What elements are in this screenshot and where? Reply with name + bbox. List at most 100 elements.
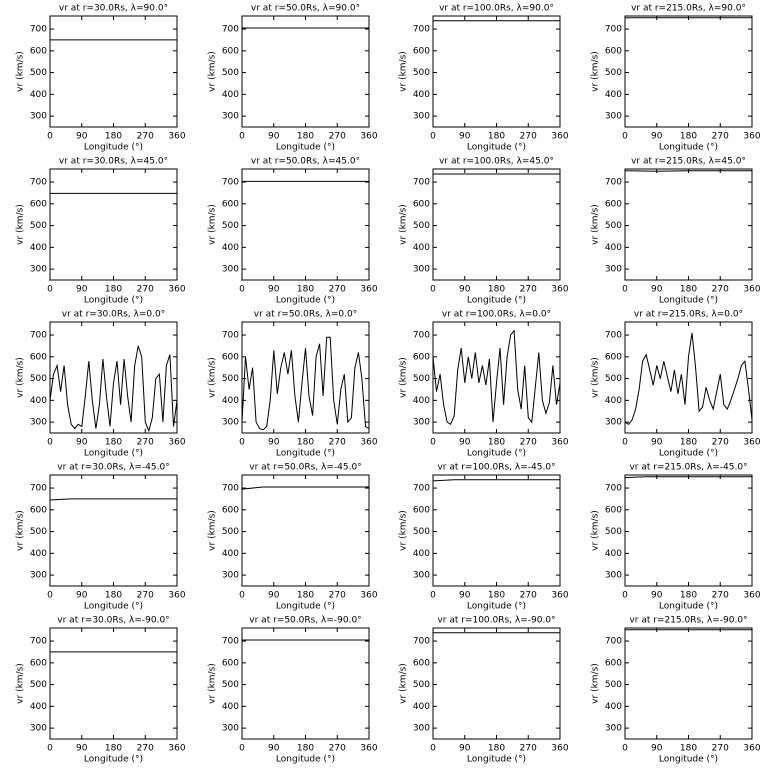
- y-tick-label: 600: [413, 505, 430, 515]
- x-tick-label: 90: [651, 132, 663, 142]
- y-axis-label: vr (km/s): [16, 357, 26, 398]
- x-tick-label: 0: [47, 744, 53, 754]
- x-tick-label: 0: [622, 285, 628, 295]
- x-tick-label: 180: [488, 132, 505, 142]
- y-tick-label: 500: [413, 527, 430, 537]
- x-axis-label: Longitude (°): [467, 296, 526, 306]
- panel: vr at r=50.0Rs, λ=-45.0° Longitude (°) vr …: [208, 463, 378, 612]
- x-tick-label: 360: [168, 132, 185, 142]
- y-tick-label: 600: [30, 199, 47, 209]
- x-tick-label: 270: [329, 285, 346, 295]
- x-tick-label: 360: [360, 132, 377, 142]
- data-line: [241, 486, 369, 490]
- y-axis-label: vr (km/s): [399, 663, 409, 704]
- x-axis-label: Longitude (°): [84, 296, 143, 306]
- y-tick-label: 700: [30, 178, 47, 188]
- x-tick-label: 360: [551, 591, 568, 601]
- panel-title: vr at r=215.0Rs, λ=0.0°: [634, 310, 743, 320]
- y-axis-label: vr (km/s): [208, 51, 218, 92]
- plot-frame: [624, 15, 753, 128]
- y-axis-label: vr (km/s): [16, 51, 26, 92]
- y-tick-label: 300: [605, 724, 622, 734]
- x-tick-label: 360: [743, 744, 760, 754]
- x-tick-label: 360: [360, 591, 377, 601]
- panel-title: vr at r=30.0Rs, λ=-90.0°: [57, 616, 169, 626]
- y-tick-label: 400: [30, 90, 47, 100]
- y-tick-label: 300: [605, 112, 622, 122]
- x-tick-label: 270: [329, 591, 346, 601]
- y-axis-label: vr (km/s): [399, 204, 409, 245]
- y-tick-label: 300: [413, 418, 430, 428]
- x-tick-label: 180: [680, 591, 697, 601]
- panel-title: vr at r=30.0Rs, λ=0.0°: [62, 310, 165, 320]
- y-tick-label: 700: [605, 331, 622, 341]
- x-tick-label: 180: [297, 438, 314, 448]
- panel: vr at r=30.0Rs, λ=-90.0° Longitude (°) vr …: [16, 616, 186, 765]
- y-tick-label: 400: [222, 243, 239, 253]
- x-axis-label: Longitude (°): [659, 143, 718, 153]
- y-tick-label: 500: [30, 680, 47, 690]
- y-tick-label: 700: [222, 637, 239, 647]
- y-tick-label: 700: [605, 484, 622, 494]
- y-tick-label: 700: [30, 637, 47, 647]
- plot-frame: [49, 474, 178, 587]
- x-axis-label: Longitude (°): [467, 755, 526, 765]
- y-tick-label: 700: [413, 331, 430, 341]
- panel: vr at r=100.0Rs, λ=-45.0° Longitude (°) vr…: [399, 463, 569, 612]
- y-axis-label: vr (km/s): [591, 357, 601, 398]
- plot-frame: [624, 168, 753, 281]
- x-axis-label: Longitude (°): [659, 296, 718, 306]
- panel: vr at r=100.0Rs, λ=45.0° Longitude (°) vr …: [399, 157, 569, 306]
- y-tick-label: 400: [222, 396, 239, 406]
- y-tick-label: 500: [222, 374, 239, 384]
- y-tick-label: 600: [30, 46, 47, 56]
- x-axis-label: Longitude (°): [659, 602, 718, 612]
- x-tick-label: 90: [76, 591, 88, 601]
- y-axis-label: vr (km/s): [591, 51, 601, 92]
- panel-title: vr at r=215.0Rs, λ=-90.0°: [629, 616, 747, 626]
- x-tick-label: 270: [712, 591, 729, 601]
- panel-title: vr at r=100.0Rs, λ=90.0°: [439, 4, 554, 14]
- y-axis-label: vr (km/s): [208, 357, 218, 398]
- y-tick-label: 600: [413, 658, 430, 668]
- y-axis-label: vr (km/s): [16, 510, 26, 551]
- panel: vr at r=50.0Rs, λ=90.0° Longitude (°) vr (…: [208, 4, 378, 153]
- x-tick-label: 90: [459, 285, 471, 295]
- x-tick-label: 180: [680, 744, 697, 754]
- x-tick-label: 90: [268, 285, 280, 295]
- x-tick-label: 270: [520, 591, 537, 601]
- panel-title: vr at r=50.0Rs, λ=-90.0°: [249, 616, 361, 626]
- y-tick-label: 300: [413, 112, 430, 122]
- panel-title: vr at r=50.0Rs, λ=90.0°: [251, 4, 360, 14]
- y-tick-label: 500: [222, 68, 239, 78]
- panel: vr at r=30.0Rs, λ=-45.0° Longitude (°) vr …: [16, 463, 186, 612]
- y-tick-label: 300: [413, 265, 430, 275]
- x-tick-label: 0: [622, 438, 628, 448]
- x-tick-label: 360: [551, 438, 568, 448]
- x-tick-label: 0: [430, 438, 436, 448]
- panel: vr at r=50.0Rs, λ=45.0° Longitude (°) vr (…: [208, 157, 378, 306]
- y-tick-label: 600: [222, 658, 239, 668]
- data-line: [624, 476, 752, 479]
- y-tick-label: 300: [30, 571, 47, 581]
- panel: vr at r=215.0Rs, λ=45.0° Longitude (°) vr …: [591, 157, 761, 306]
- plot-frame: [241, 321, 370, 434]
- x-axis-label: Longitude (°): [276, 755, 335, 765]
- x-tick-label: 180: [488, 285, 505, 295]
- y-tick-label: 300: [222, 571, 239, 581]
- panel: vr at r=215.0Rs, λ=90.0° Longitude (°) vr …: [591, 4, 761, 153]
- x-tick-label: 360: [168, 744, 185, 754]
- x-tick-label: 270: [712, 132, 729, 142]
- x-tick-label: 360: [168, 285, 185, 295]
- plot-frame: [432, 15, 561, 128]
- x-tick-label: 270: [137, 591, 154, 601]
- y-tick-label: 600: [413, 46, 430, 56]
- y-tick-label: 500: [605, 221, 622, 231]
- data-line: [49, 345, 178, 433]
- y-axis-label: vr (km/s): [208, 663, 218, 704]
- y-tick-label: 400: [605, 702, 622, 712]
- y-tick-label: 300: [413, 724, 430, 734]
- y-tick-label: 400: [30, 243, 47, 253]
- x-tick-label: 0: [430, 744, 436, 754]
